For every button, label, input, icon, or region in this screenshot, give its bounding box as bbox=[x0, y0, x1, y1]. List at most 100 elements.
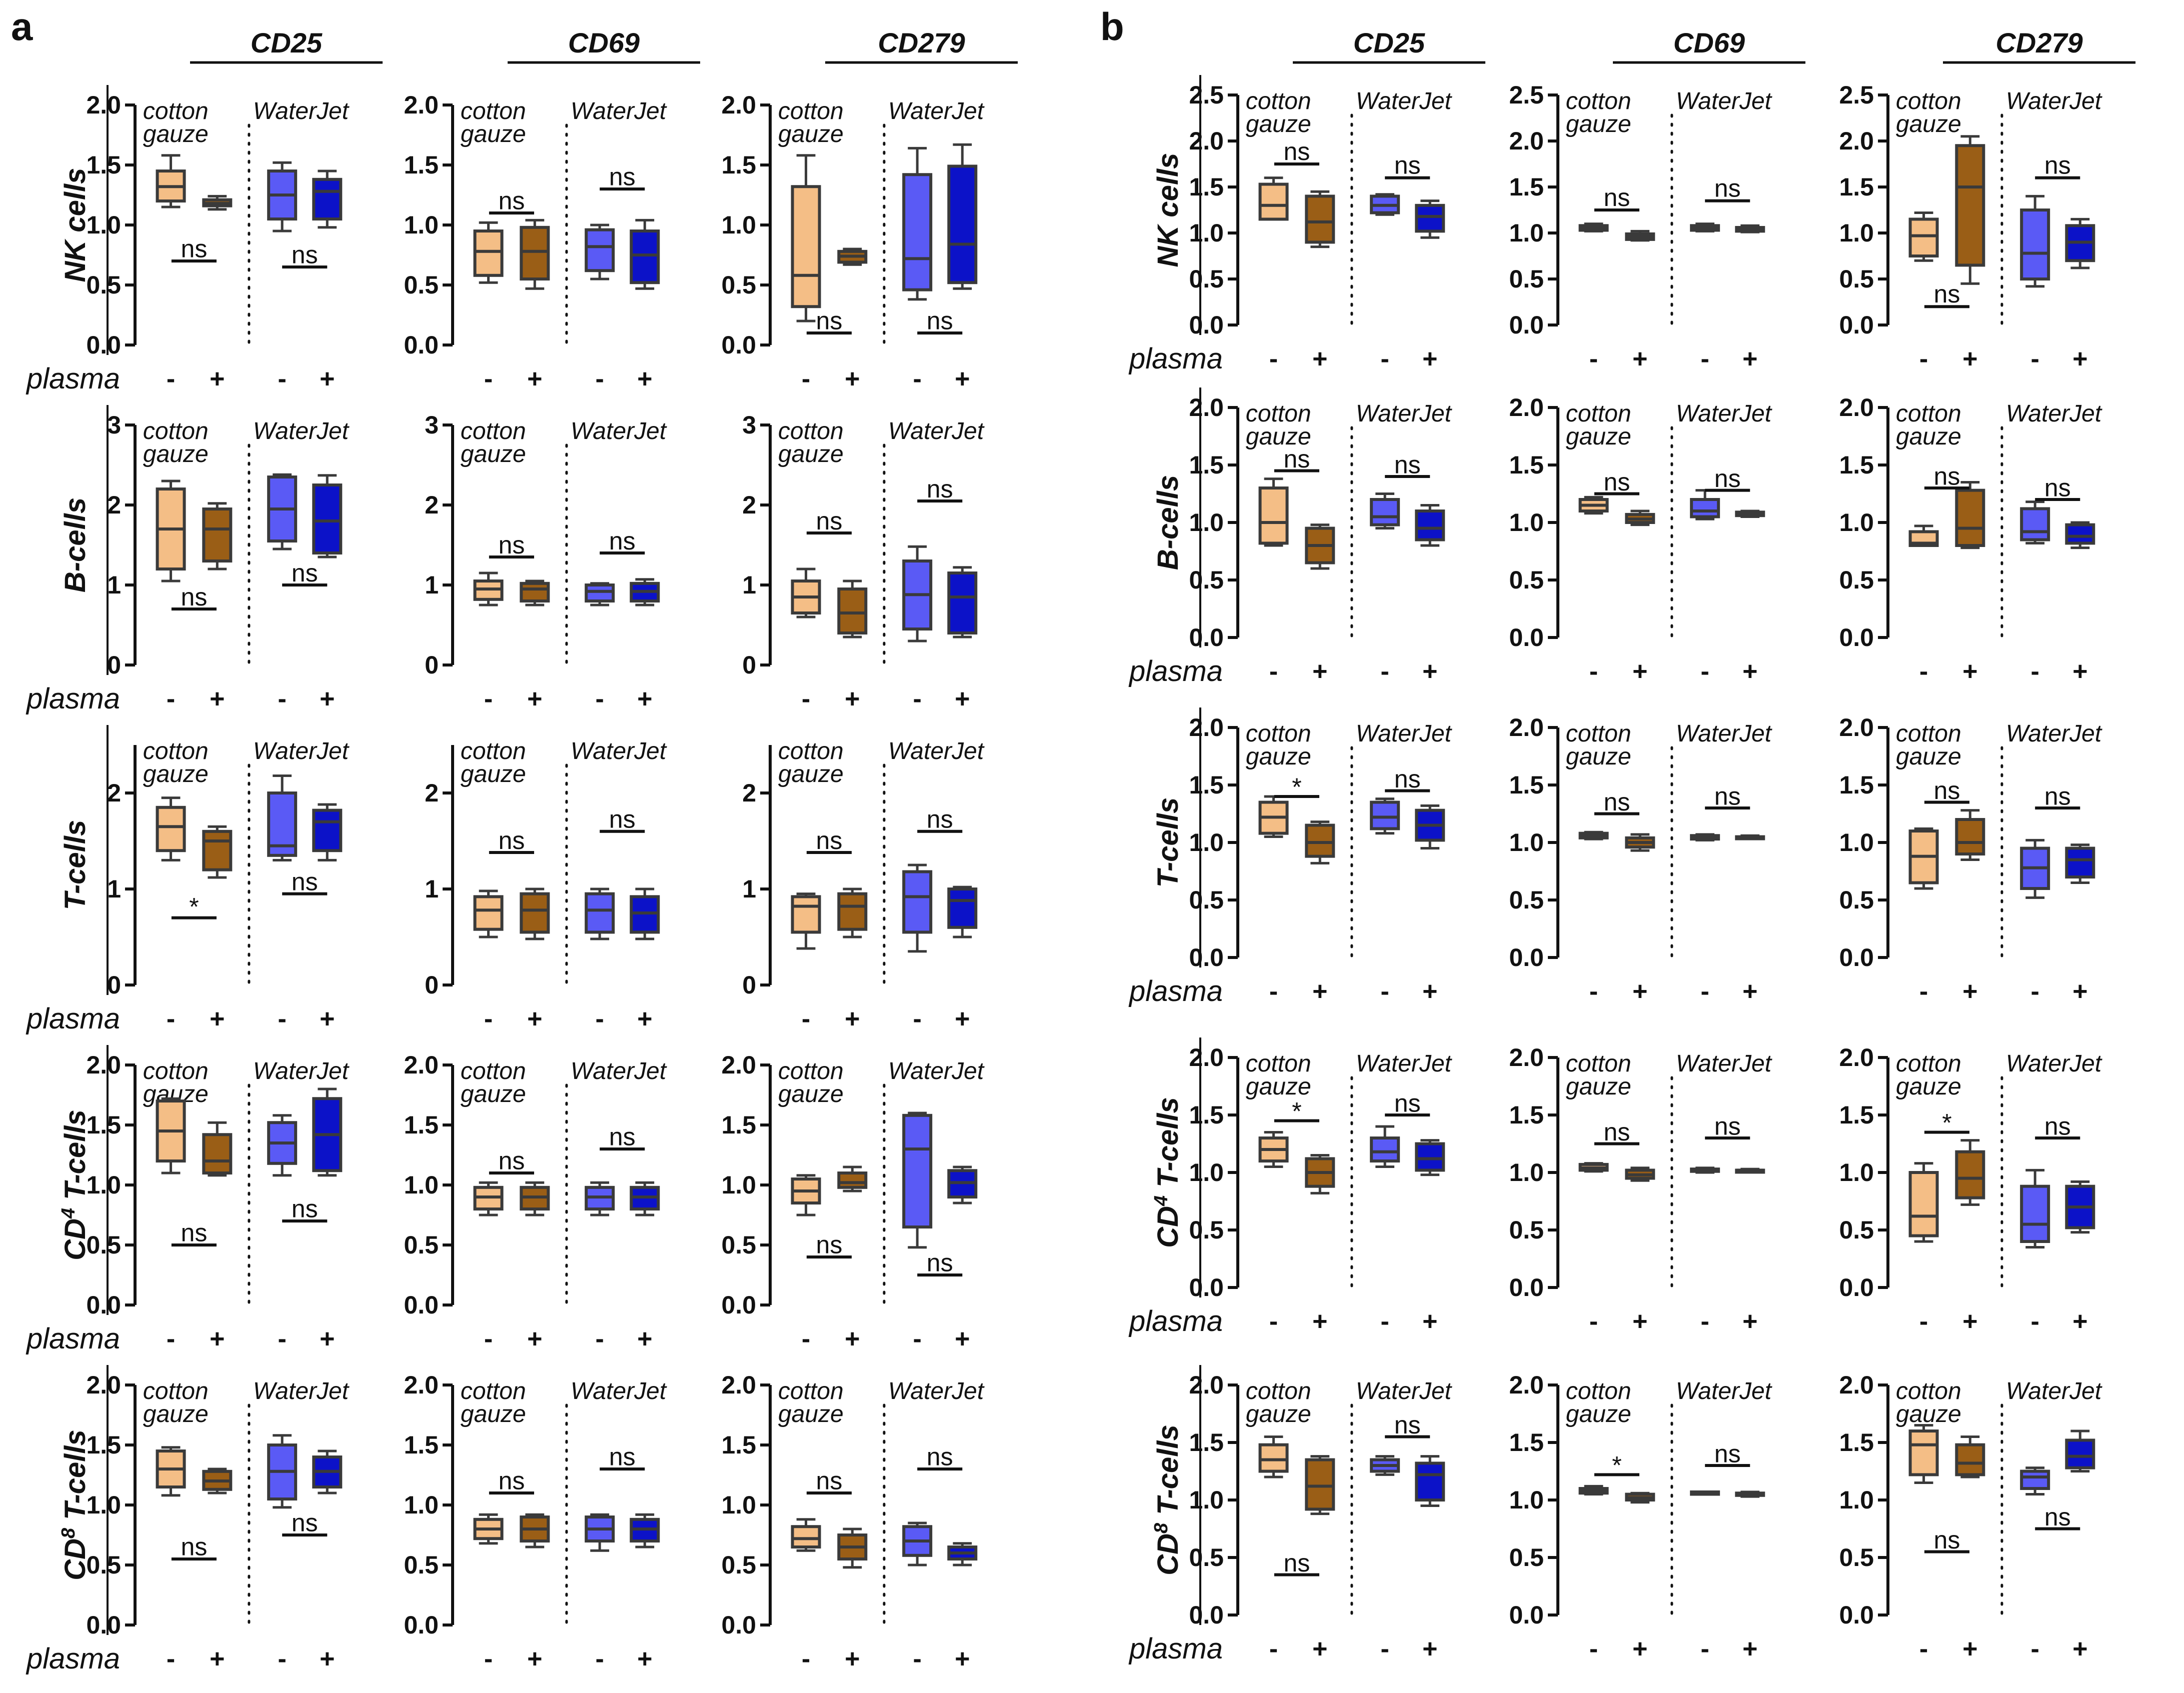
y-tick-label: 2.0 bbox=[86, 1051, 121, 1079]
significance-label: ns bbox=[1604, 1118, 1630, 1146]
group-label-cotton: cotton bbox=[1566, 88, 1631, 114]
group-label-gauze: gauze bbox=[1246, 111, 1311, 138]
waterjet-minus-box bbox=[902, 173, 933, 292]
group-label-waterjet: WaterJet bbox=[888, 98, 985, 124]
group-label-waterjet: WaterJet bbox=[2006, 400, 2102, 427]
significance-label: ns bbox=[499, 1146, 525, 1174]
waterjet-minus-box bbox=[1690, 498, 1720, 518]
group-label-gauze: gauze bbox=[1566, 1401, 1631, 1428]
y-tick-label: 0.0 bbox=[1839, 1274, 1874, 1302]
y-tick-label: 1.5 bbox=[404, 1111, 439, 1139]
y-tick-label: 0.0 bbox=[721, 1611, 756, 1639]
plasma-minus-label: - bbox=[1700, 344, 1709, 374]
y-tick-label: 0.0 bbox=[1189, 944, 1224, 972]
group-label-cotton: cotton bbox=[1566, 1378, 1631, 1404]
y-tick-label: 0.0 bbox=[1509, 1601, 1544, 1629]
row-label-rest: T-cells bbox=[59, 1430, 92, 1528]
y-tick-label: 2.0 bbox=[1189, 1371, 1224, 1399]
plasma-minus-label: - bbox=[2030, 1634, 2039, 1664]
y-tick-label: 0.0 bbox=[86, 1291, 121, 1319]
significance-label: ns bbox=[1934, 280, 1960, 308]
plasma-minus-label: - bbox=[1589, 1307, 1598, 1336]
y-tick-label: 1.0 bbox=[1839, 1486, 1874, 1514]
cotton-gauze-minus-box bbox=[1258, 1443, 1289, 1473]
row-label-rest: T-cells bbox=[1152, 1424, 1184, 1523]
waterjet-minus-box bbox=[1370, 800, 1400, 830]
y-tick-label: 0.5 bbox=[1189, 265, 1224, 293]
y-tick-label: 1.0 bbox=[1189, 1158, 1224, 1186]
plasma-minus-label: - bbox=[1919, 657, 1928, 686]
waterjet-plus-box bbox=[312, 484, 343, 554]
plasma-label: plasma bbox=[1128, 975, 1223, 1008]
plasma-minus-label: - bbox=[1380, 344, 1389, 374]
group-label-cotton: cotton bbox=[461, 738, 526, 764]
significance-label: ns bbox=[816, 1230, 843, 1258]
group-label-waterjet: WaterJet bbox=[571, 418, 667, 444]
y-tick-label: 1.0 bbox=[1509, 1158, 1544, 1186]
group-label-cotton: cotton bbox=[143, 1378, 209, 1404]
plasma-minus-label: - bbox=[167, 684, 175, 714]
plasma-label: plasma bbox=[26, 1642, 120, 1675]
group-label-cotton: cotton bbox=[778, 1058, 844, 1084]
y-tick-label: 1.5 bbox=[1189, 173, 1224, 201]
cotton-gauze-plus-box bbox=[202, 1133, 233, 1174]
significance-label: ns bbox=[1714, 1112, 1741, 1140]
plasma-plus-label: + bbox=[320, 684, 335, 714]
significance-label: ns bbox=[292, 1508, 318, 1536]
plasma-label: plasma bbox=[1128, 655, 1223, 688]
significance-label: ns bbox=[1394, 450, 1421, 478]
group-label-cotton: cotton bbox=[461, 1058, 526, 1084]
plasma-plus-label: + bbox=[210, 1004, 225, 1034]
significance-label: * bbox=[1292, 773, 1301, 801]
group-label-gauze: gauze bbox=[1896, 111, 1961, 138]
y-tick-label: 2.5 bbox=[1839, 81, 1874, 109]
plasma-plus-label: + bbox=[320, 1324, 335, 1354]
significance-label: ns bbox=[499, 531, 525, 559]
significance-label: ns bbox=[927, 475, 953, 503]
y-tick-label: 2.0 bbox=[1189, 394, 1224, 422]
plasma-minus-label: - bbox=[913, 684, 921, 714]
group-label-waterjet: WaterJet bbox=[888, 1378, 985, 1404]
plasma-plus-label: + bbox=[527, 1004, 542, 1034]
y-tick-label: 0.0 bbox=[721, 1291, 756, 1319]
plasma-plus-label: + bbox=[2072, 344, 2087, 374]
y-tick-label: 1.0 bbox=[1189, 828, 1224, 856]
y-tick-label: 1.0 bbox=[1839, 508, 1874, 536]
plasma-minus-label: - bbox=[802, 1004, 810, 1034]
cotton-gauze-plus-box bbox=[1305, 1458, 1335, 1511]
plasma-plus-label: + bbox=[637, 364, 652, 394]
y-tick-label: 0.5 bbox=[1509, 1216, 1544, 1244]
cotton-gauze-plus-box bbox=[837, 1172, 868, 1189]
waterjet-plus-box bbox=[312, 808, 343, 852]
plasma-minus-label: - bbox=[2030, 977, 2039, 1006]
cotton-gauze-plus-box bbox=[202, 508, 233, 562]
plasma-minus-label: - bbox=[278, 1644, 286, 1674]
group-label-waterjet: WaterJet bbox=[1356, 88, 1452, 114]
significance-label: ns bbox=[927, 806, 953, 834]
y-tick-label: 0.0 bbox=[1509, 944, 1544, 972]
marker-title-cd69: CD69 bbox=[568, 27, 640, 58]
plasma-minus-label: - bbox=[802, 684, 810, 714]
y-tick-label: 1 bbox=[107, 875, 121, 903]
y-tick-label: 2.0 bbox=[1509, 127, 1544, 155]
cotton-gauze-plus-box bbox=[1305, 194, 1335, 244]
y-tick-label: 2 bbox=[107, 779, 121, 807]
y-tick-label: 0.0 bbox=[404, 331, 439, 359]
plasma-plus-label: + bbox=[845, 684, 860, 714]
plasma-plus-label: + bbox=[527, 684, 542, 714]
group-label-cotton: cotton bbox=[1246, 88, 1311, 114]
plasma-minus-label: - bbox=[1380, 977, 1389, 1006]
group-label-gauze: gauze bbox=[1896, 424, 1961, 450]
y-tick-label: 1.5 bbox=[1189, 1428, 1224, 1456]
waterjet-plus-box bbox=[947, 164, 978, 284]
group-label-cotton: cotton bbox=[461, 98, 526, 124]
waterjet-minus-box bbox=[2020, 1470, 2050, 1490]
y-tick-label: 1.5 bbox=[721, 151, 756, 179]
y-tick-label: 0.0 bbox=[1509, 1274, 1544, 1302]
